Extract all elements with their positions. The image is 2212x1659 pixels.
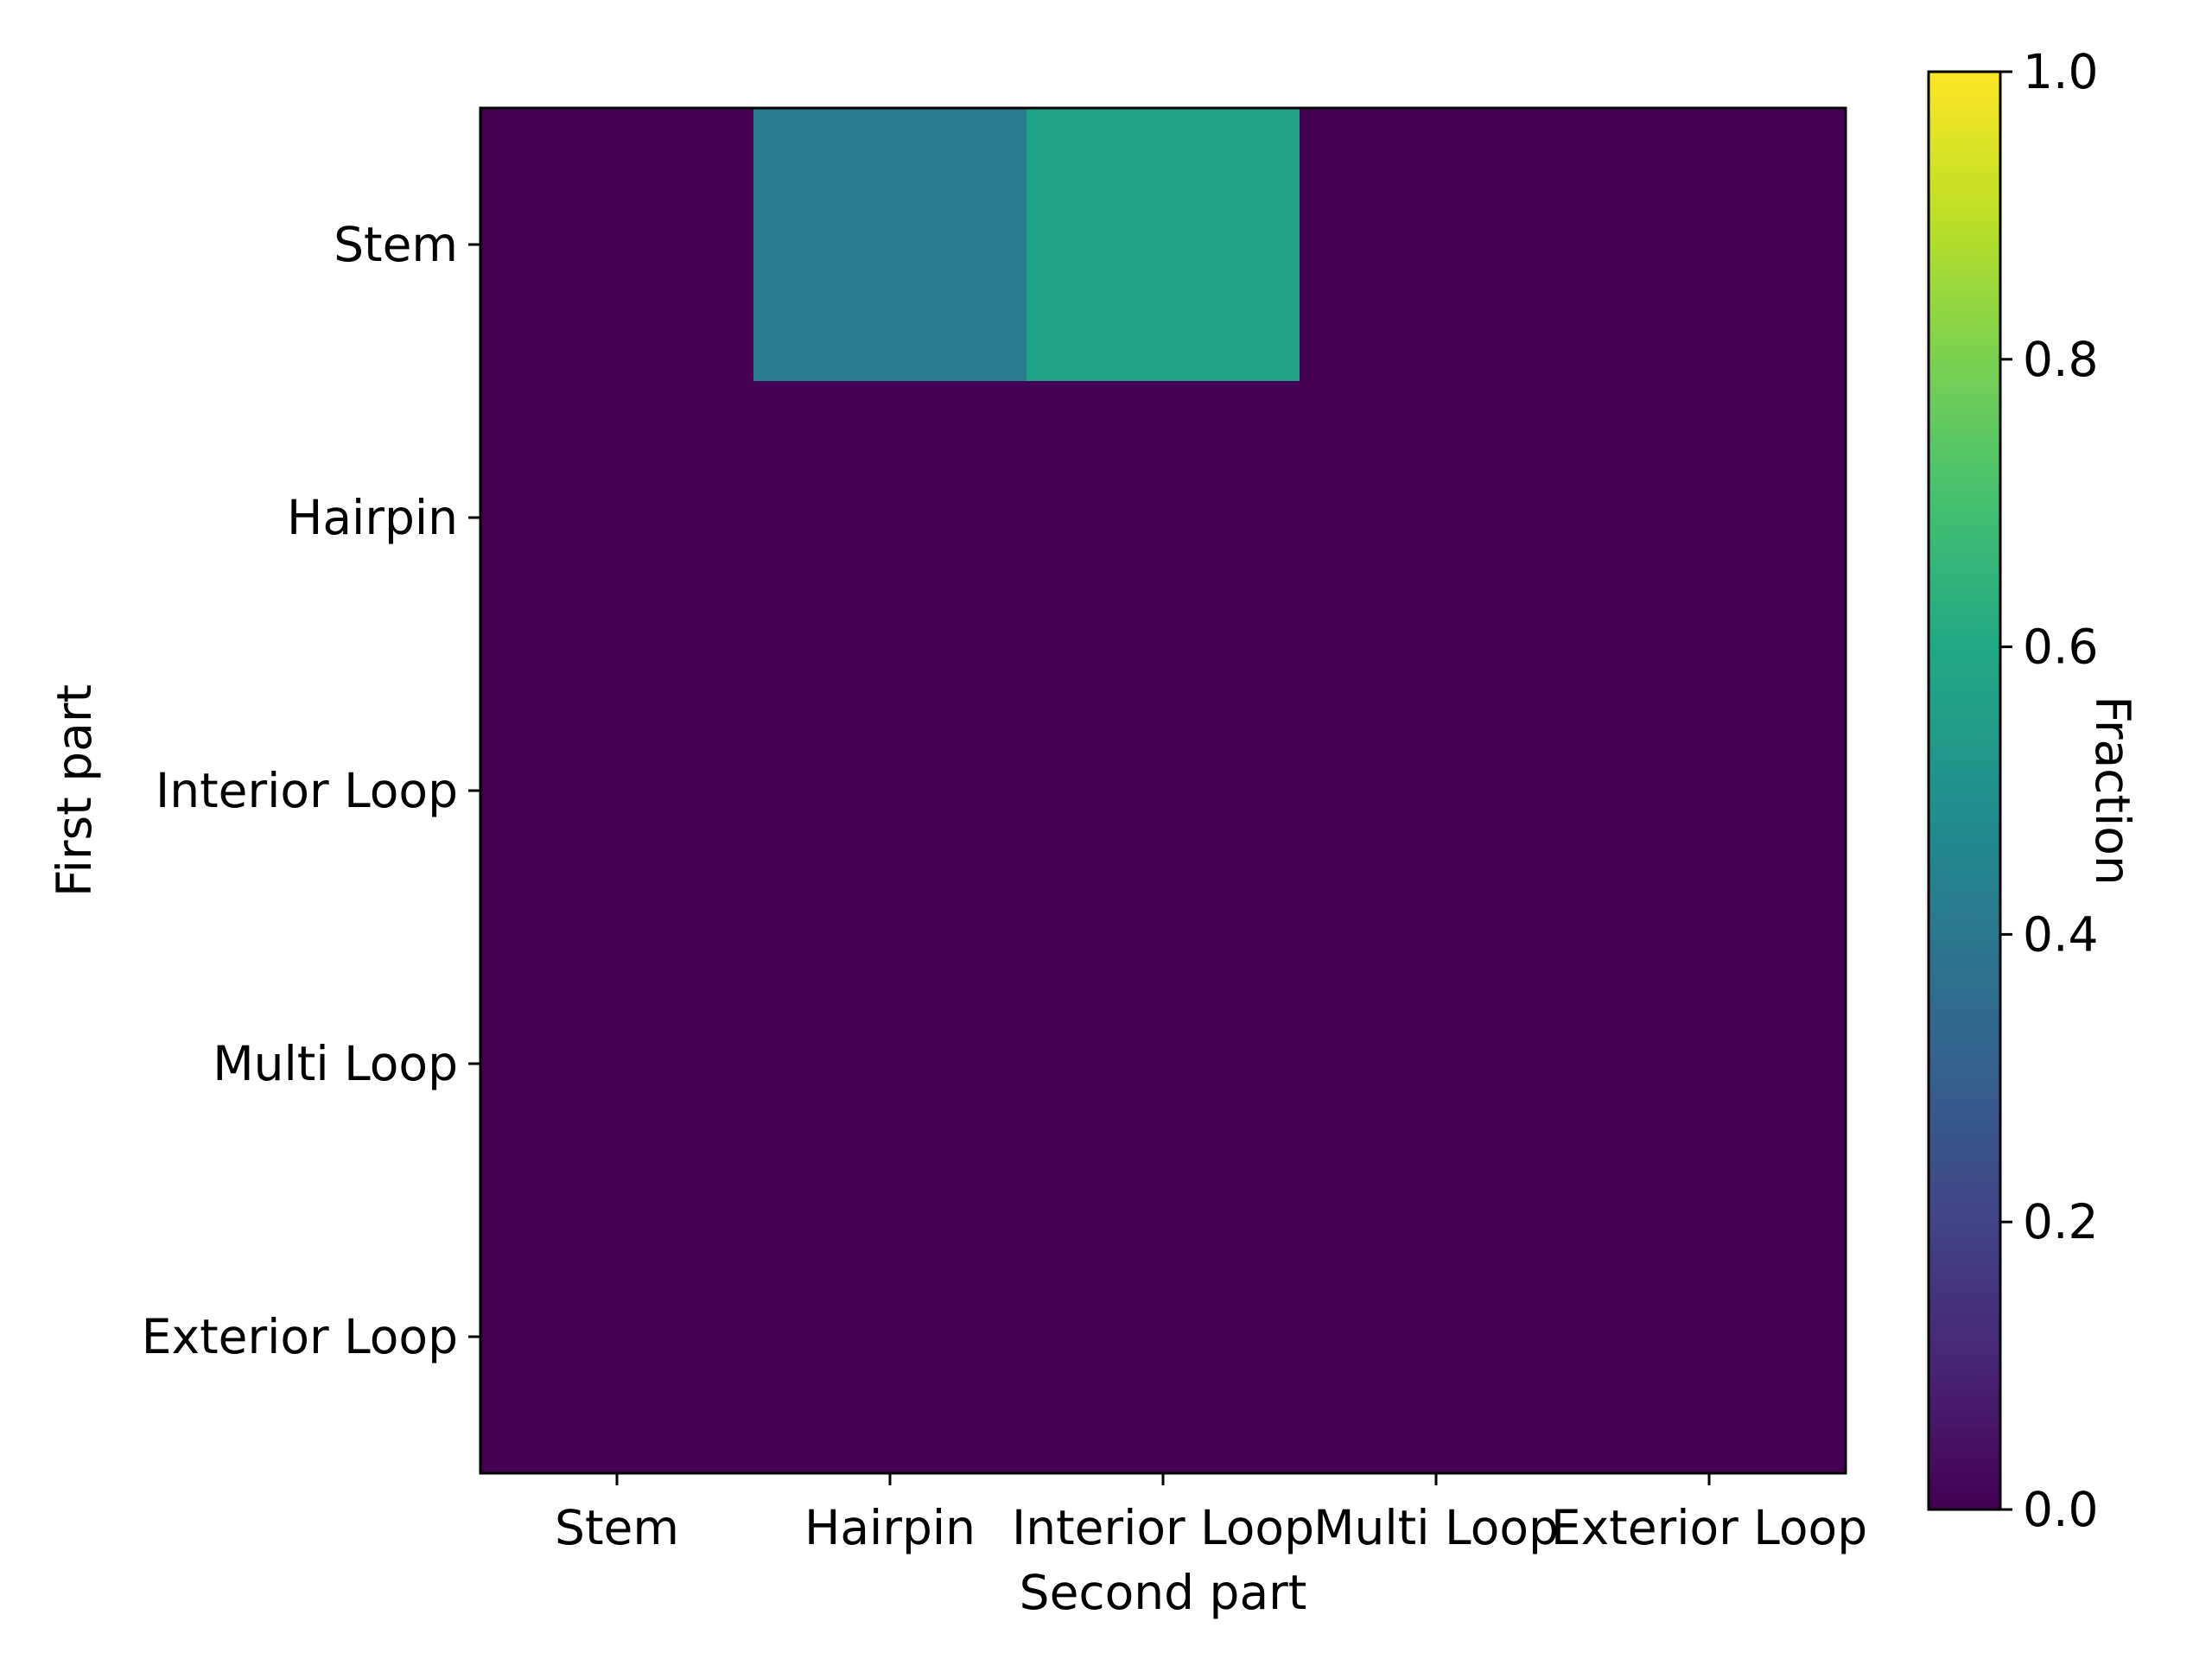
heatmap-cell — [1300, 1200, 1573, 1474]
heatmap-cell — [753, 1200, 1027, 1474]
heatmap-cell — [1027, 927, 1300, 1201]
heatmap-cell — [1027, 381, 1300, 655]
heatmap-cell — [480, 381, 754, 655]
heatmap-cell — [1027, 1200, 1300, 1474]
x-tick-label: Multi Loop — [1313, 1500, 1559, 1555]
heatmap-cell — [1027, 108, 1300, 382]
x-tick-label: Exterior Loop — [1551, 1500, 1867, 1555]
heatmap-cell — [480, 108, 754, 382]
colorbar-label: Fraction — [2085, 696, 2140, 886]
heatmap-cell — [753, 654, 1027, 928]
heatmap-cell — [480, 927, 754, 1201]
y-tick-label: Interior Loop — [156, 763, 458, 818]
heatmap-cell — [1300, 654, 1573, 928]
y-axis: Stem Hairpin Interior Loop Multi Loop Exteri… — [142, 217, 480, 1364]
heatmap-cell — [1300, 927, 1573, 1201]
y-axis-label: First part — [47, 684, 102, 897]
x-tick-label: Interior Loop — [1012, 1500, 1314, 1555]
y-tick-label: Hairpin — [287, 490, 458, 545]
heatmap-cell — [753, 381, 1027, 655]
heatmap-cell — [1573, 108, 1847, 382]
heatmap-cell — [1573, 381, 1847, 655]
y-tick-label: Exterior Loop — [142, 1309, 458, 1364]
colorbar-tick-label: 0.8 — [2023, 332, 2098, 387]
colorbar-axis: 0.0 0.2 0.4 0.6 0.8 1.0 — [2000, 44, 2098, 1537]
colorbar — [1927, 70, 2002, 1511]
heatmap-cells — [480, 108, 1847, 1474]
y-tick-label: Stem — [334, 217, 458, 272]
heatmap-cell — [1300, 108, 1573, 382]
heatmap-cell — [1573, 1200, 1847, 1474]
heatmap-cell — [1573, 927, 1847, 1201]
x-tick-label: Stem — [555, 1500, 679, 1555]
colorbar-tick-label: 0.6 — [2023, 620, 2098, 675]
heatmap-cell — [1027, 654, 1300, 928]
heatmap-cell — [753, 927, 1027, 1201]
y-tick-label: Multi Loop — [213, 1036, 458, 1091]
x-axis: Stem Hairpin Interior Loop Multi LoopExteri… — [555, 1473, 1867, 1555]
colorbar-tick-label: 0.2 — [2023, 1194, 2098, 1249]
heatmap-cell — [480, 1200, 754, 1474]
colorbar-tick-label: 0.4 — [2023, 906, 2098, 962]
x-tick-label: Hairpin — [804, 1500, 976, 1555]
colorbar-tick-label: 1.0 — [2023, 44, 2098, 99]
heatmap-cell — [753, 108, 1027, 382]
heatmap-cell — [1300, 381, 1573, 655]
heatmap-cell — [480, 654, 754, 928]
heatmap-cell — [1573, 654, 1847, 928]
x-axis-label: Second part — [1020, 1565, 1307, 1620]
colorbar-tick-label: 0.0 — [2023, 1482, 2098, 1537]
